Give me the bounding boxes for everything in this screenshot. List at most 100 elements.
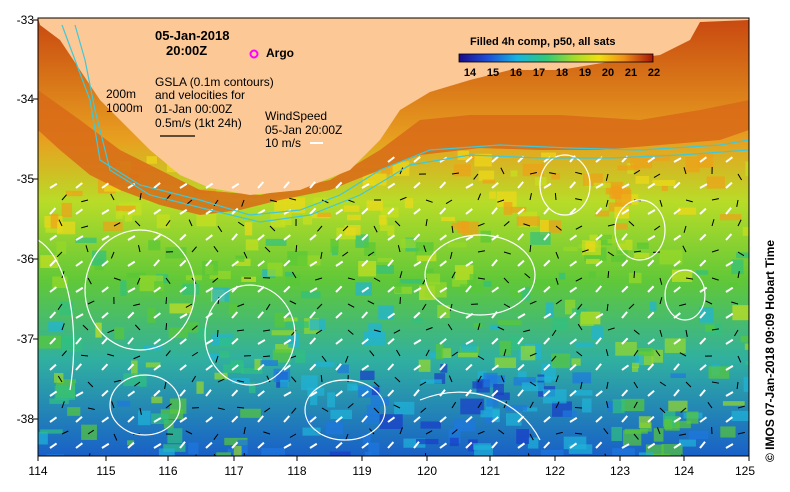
wind-arrow (127, 441, 135, 449)
sst-patch (477, 370, 487, 379)
wind-arrow (309, 337, 317, 345)
wind-arrow (465, 235, 474, 241)
sst-patch (645, 444, 664, 456)
sst-patch (400, 238, 420, 249)
sst-patch (158, 448, 175, 456)
velocity-arrow (236, 406, 245, 409)
velocity-arrow (659, 277, 663, 285)
sst-patch (497, 320, 522, 326)
sst-patch (50, 213, 59, 229)
wind-arrow (595, 390, 603, 397)
wind-arrow (75, 415, 83, 423)
sst-patch (706, 176, 725, 189)
velocity-arrow (529, 172, 537, 175)
velocity-arrow (57, 375, 63, 383)
wind-arrow (49, 259, 57, 267)
sst-patch (697, 153, 714, 168)
sst-patch (670, 373, 686, 378)
gsla-legend-line: and velocities for (155, 88, 246, 102)
velocity-arrow (451, 271, 456, 279)
sst-patch (389, 161, 410, 176)
wind-arrow (413, 311, 421, 319)
sst-patch (516, 216, 541, 227)
sst-patch (224, 437, 248, 446)
velocity-arrow (737, 431, 745, 435)
wind-arrow (361, 311, 369, 319)
sst-patch (617, 165, 640, 171)
wind-arrow (725, 233, 733, 241)
velocity-arrow (165, 296, 168, 305)
sst-patch (564, 299, 576, 315)
sst-patch (483, 372, 498, 388)
sst-patch (202, 260, 219, 276)
velocity-arrow (633, 381, 639, 389)
sst-patch (474, 445, 493, 456)
wind-arrow (413, 233, 421, 241)
wind-arrow (517, 415, 525, 423)
wind-arrow (595, 234, 603, 241)
velocity-arrow (606, 303, 609, 312)
velocity-arrow (477, 401, 483, 409)
wind-arrow (179, 208, 188, 215)
wind-arrow (101, 235, 110, 241)
wind-arrow (621, 364, 630, 371)
velocity-arrow (420, 407, 427, 413)
lon-label: 124 (673, 464, 695, 478)
velocity-arrow (425, 430, 433, 435)
wind-arrow (413, 416, 421, 423)
sst-patch (430, 352, 440, 359)
wind-arrow (387, 156, 395, 163)
sst-patch (165, 247, 187, 259)
wind-arrow (413, 441, 420, 449)
velocity-arrow (606, 381, 609, 389)
wind-arrow (101, 260, 109, 267)
sst-patch (541, 152, 557, 159)
lat-label: -35 (16, 172, 34, 186)
wind-arrow (491, 441, 499, 449)
sst-patch (38, 431, 48, 445)
sst-patch (120, 280, 127, 297)
sst-patch (571, 358, 581, 366)
sst-patch (516, 429, 530, 445)
sst-patch (305, 416, 313, 423)
sst-patch (588, 271, 596, 279)
wind-arrow (205, 416, 213, 423)
sst-patch (582, 398, 592, 413)
plot-frame (37, 17, 750, 457)
sst-patch (453, 164, 471, 177)
wind-arrow (75, 208, 84, 215)
sst-patch (196, 381, 204, 394)
velocity-arrow (451, 225, 454, 233)
velocity-arrow (424, 452, 427, 456)
bathymetry (61, 24, 749, 223)
sst-patch (93, 454, 111, 456)
colorbar-title: Filled 4h comp, p50, all sats (470, 36, 616, 48)
velocity-arrow (445, 199, 453, 205)
wind-arrow (387, 259, 394, 267)
wind-arrow (101, 416, 110, 423)
wind-arrow (413, 389, 420, 397)
wind-arrow (153, 417, 162, 423)
wind-arrow (101, 286, 109, 293)
sst-patch (344, 225, 361, 236)
sst-patch (297, 255, 321, 266)
sst-patch (521, 382, 544, 392)
velocity-arrow (185, 303, 193, 308)
velocity-arrow (217, 378, 225, 383)
velocity-arrow (477, 193, 482, 201)
wind-arrow (699, 207, 707, 215)
velocity-arrow (369, 350, 375, 357)
velocity-arrow (399, 271, 403, 279)
sst-patch (695, 270, 709, 275)
wind-arrow (673, 389, 680, 397)
velocity-arrow (685, 277, 693, 280)
sst-patch (280, 379, 289, 388)
wind-arrow (569, 234, 578, 241)
sst-patch (545, 302, 554, 318)
sst-patch (381, 165, 393, 175)
lat-label: -36 (16, 252, 34, 266)
velocity-arrow (529, 193, 532, 201)
sst-patch (309, 318, 326, 331)
sst-patch (661, 185, 668, 192)
velocity-arrow (497, 199, 505, 203)
